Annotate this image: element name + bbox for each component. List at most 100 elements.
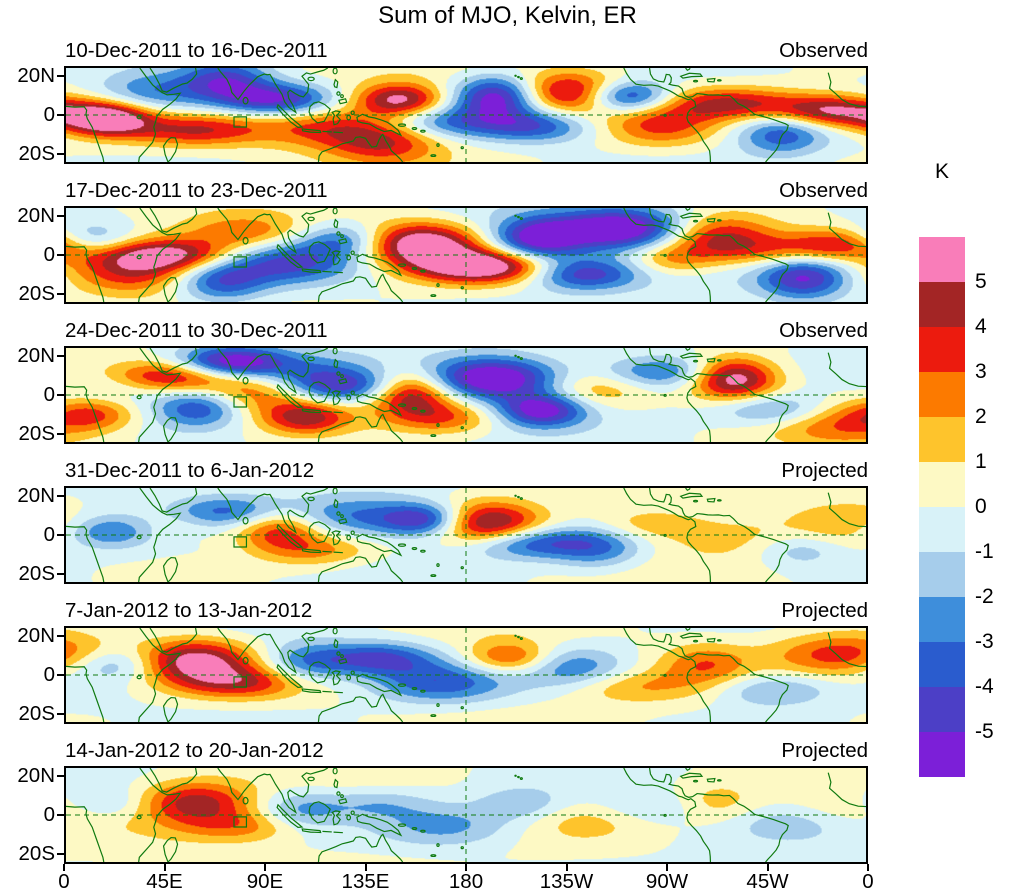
lat-tick bbox=[57, 293, 64, 295]
lon-tick-label: 45W bbox=[746, 870, 789, 889]
lat-tick-label-0: 0 bbox=[43, 663, 55, 686]
lon-tick bbox=[264, 864, 266, 871]
lat-tick-label-20n: 20N bbox=[17, 624, 55, 647]
colorbar-units-label: K bbox=[934, 160, 949, 183]
anomaly-field-canvas bbox=[66, 768, 866, 862]
lat-tick-label-20s: 20S bbox=[18, 562, 55, 585]
lon-tick bbox=[163, 864, 166, 871]
lat-tick bbox=[57, 215, 64, 217]
lon-tick-label: 90W bbox=[645, 870, 689, 889]
lat-tick bbox=[57, 495, 64, 497]
lat-tick-label-20s: 20S bbox=[18, 282, 55, 305]
lat-tick bbox=[57, 674, 64, 676]
panel-status: Observed bbox=[779, 179, 868, 202]
panel-status: Observed bbox=[779, 319, 868, 342]
colorbar-level-label: -2 bbox=[975, 585, 994, 608]
lon-tick-label: 0 bbox=[58, 870, 70, 889]
anomaly-field-canvas bbox=[66, 68, 866, 162]
lat-tick-label-20n: 20N bbox=[17, 204, 55, 227]
lat-tick-label-20n: 20N bbox=[17, 64, 55, 87]
lon-tick bbox=[867, 864, 869, 871]
lat-tick bbox=[57, 534, 64, 536]
lat-tick-label-20n: 20N bbox=[17, 764, 55, 787]
map-panel-4: 31-Dec-2011 to 6-Jan-2012 Projected 20N … bbox=[0, 459, 1015, 585]
lat-tick-label-20s: 20S bbox=[18, 842, 55, 865]
lat-tick bbox=[57, 814, 64, 816]
lat-tick-label-20n: 20N bbox=[17, 484, 55, 507]
colorbar-swatch bbox=[919, 507, 965, 552]
lon-tick bbox=[465, 864, 467, 871]
panel-date-range: 14-Jan-2012 to 20-Jan-2012 bbox=[65, 739, 324, 762]
map-plot-area bbox=[64, 346, 868, 444]
panel-status: Observed bbox=[779, 39, 868, 62]
panel-date-range: 24-Dec-2011 to 30-Dec-2011 bbox=[65, 319, 328, 342]
lat-tick-label-20s: 20S bbox=[18, 422, 55, 445]
lon-tick-label: 135E bbox=[341, 870, 390, 889]
lon-tick bbox=[565, 864, 568, 871]
map-plot-area bbox=[64, 66, 868, 164]
colorbar bbox=[919, 237, 965, 777]
lat-tick bbox=[57, 114, 64, 116]
colorbar-level-label: 1 bbox=[975, 450, 987, 473]
map-plot-area bbox=[64, 626, 868, 724]
lon-tick-label: 45E bbox=[146, 870, 183, 889]
lat-tick bbox=[57, 635, 64, 637]
x-axis: 0 45E 90E 135E 180 135W 90W 45W 0 bbox=[58, 864, 874, 889]
anomaly-field-canvas bbox=[66, 628, 866, 722]
lat-tick bbox=[57, 853, 64, 855]
lat-tick bbox=[57, 75, 64, 77]
lon-tick bbox=[364, 864, 367, 871]
anomaly-field-canvas bbox=[66, 488, 866, 582]
panel-status: Projected bbox=[781, 459, 868, 482]
anomaly-field-canvas bbox=[66, 348, 866, 442]
colorbar-swatch bbox=[919, 462, 965, 507]
lat-tick bbox=[57, 775, 64, 777]
lat-tick bbox=[57, 153, 64, 155]
map-plot-area bbox=[64, 766, 868, 864]
map-panel-5: 7-Jan-2012 to 13-Jan-2012 Projected 20N … bbox=[0, 599, 1015, 725]
colorbar-swatch bbox=[919, 597, 965, 642]
colorbar-swatch bbox=[919, 732, 965, 777]
lon-tick bbox=[63, 864, 65, 871]
colorbar-swatch bbox=[919, 552, 965, 597]
lat-tick-label-20s: 20S bbox=[18, 142, 55, 165]
colorbar-level-label: 2 bbox=[975, 405, 987, 428]
panel-date-range: 17-Dec-2011 to 23-Dec-2011 bbox=[65, 179, 328, 202]
figure-title: Sum of MJO, Kelvin, ER bbox=[378, 2, 637, 29]
anomaly-field-canvas bbox=[66, 208, 866, 302]
panel-status: Projected bbox=[781, 739, 868, 762]
lon-tick bbox=[666, 864, 668, 871]
colorbar-swatch bbox=[919, 372, 965, 417]
panel-date-range: 10-Dec-2011 to 16-Dec-2011 bbox=[65, 39, 328, 62]
map-panel-3: 24-Dec-2011 to 30-Dec-2011 Observed 20N … bbox=[0, 319, 1015, 445]
map-plot-area bbox=[64, 486, 868, 584]
lat-tick-label-20n: 20N bbox=[17, 344, 55, 367]
lat-tick bbox=[57, 713, 64, 715]
colorbar-swatch bbox=[919, 237, 965, 282]
colorbar-swatch bbox=[919, 417, 965, 462]
colorbar-level-label: -5 bbox=[975, 720, 994, 743]
map-panel-2: 17-Dec-2011 to 23-Dec-2011 Observed 20N … bbox=[0, 179, 1015, 305]
colorbar-level-label: -1 bbox=[975, 540, 994, 563]
colorbar-swatch bbox=[919, 327, 965, 372]
lat-tick-label-20s: 20S bbox=[18, 702, 55, 725]
lat-tick bbox=[57, 433, 64, 435]
lat-tick-label-0: 0 bbox=[43, 383, 55, 406]
lat-tick bbox=[57, 573, 64, 575]
lon-tick-label: 90E bbox=[246, 870, 284, 889]
lat-tick bbox=[57, 355, 64, 357]
lat-tick-label-0: 0 bbox=[43, 803, 55, 826]
panel-status: Projected bbox=[781, 599, 868, 622]
lat-tick-label-0: 0 bbox=[43, 523, 55, 546]
colorbar-level-label: 0 bbox=[975, 495, 987, 518]
colorbar-swatch bbox=[919, 687, 965, 732]
colorbar-labels: 5 4 3 2 1 0 -1 -2 -3 -4 -5 bbox=[975, 237, 1015, 777]
colorbar-level-label: -3 bbox=[975, 630, 994, 653]
lon-tick-label: 180 bbox=[448, 870, 484, 889]
map-panel-6: 14-Jan-2012 to 20-Jan-2012 Projected 20N… bbox=[0, 739, 1015, 865]
colorbar-level-label: 5 bbox=[975, 270, 987, 293]
lat-tick-label-0: 0 bbox=[43, 103, 55, 126]
colorbar-swatch bbox=[919, 642, 965, 687]
colorbar-level-label: 3 bbox=[975, 360, 987, 383]
